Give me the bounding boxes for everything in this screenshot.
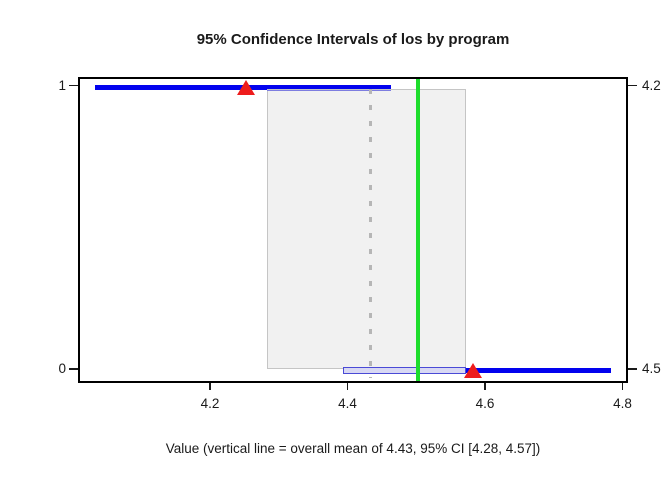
x-axis-label: Value (vertical line = overall mean of 4… bbox=[165, 441, 541, 456]
x-tick-label: 4.8 bbox=[613, 396, 632, 411]
y-tick bbox=[69, 84, 78, 87]
mean-triangle-group-1 bbox=[237, 79, 256, 95]
right-tick bbox=[628, 368, 637, 370]
y-tick bbox=[69, 368, 78, 370]
x-tick bbox=[621, 383, 624, 390]
right-mean-label: 4.2 bbox=[642, 77, 661, 93]
mean-triangle-group-0 bbox=[464, 362, 483, 378]
y-tick-label: 1 bbox=[58, 77, 66, 93]
chart-title: 95% Confidence Intervals of los by progr… bbox=[196, 31, 510, 48]
plot-area bbox=[78, 77, 628, 383]
ci-bar-group-1-washed-edge bbox=[267, 89, 391, 92]
right-tick bbox=[628, 84, 637, 87]
x-tick-label: 4.6 bbox=[475, 396, 495, 411]
overall-ci-band bbox=[267, 88, 467, 369]
reference-line bbox=[416, 79, 421, 381]
x-tick bbox=[209, 383, 211, 390]
ci-bar-group-0-washed bbox=[342, 367, 467, 375]
ci-bar-group-0 bbox=[466, 368, 611, 374]
y-tick-label: 0 bbox=[58, 360, 66, 376]
x-tick bbox=[346, 383, 349, 390]
right-mean-label: 4.5 bbox=[642, 360, 661, 376]
x-tick bbox=[484, 383, 486, 390]
x-tick-label: 4.4 bbox=[338, 396, 357, 411]
overall-mean-dashed-line bbox=[368, 88, 372, 378]
x-tick-label: 4.2 bbox=[200, 396, 220, 411]
